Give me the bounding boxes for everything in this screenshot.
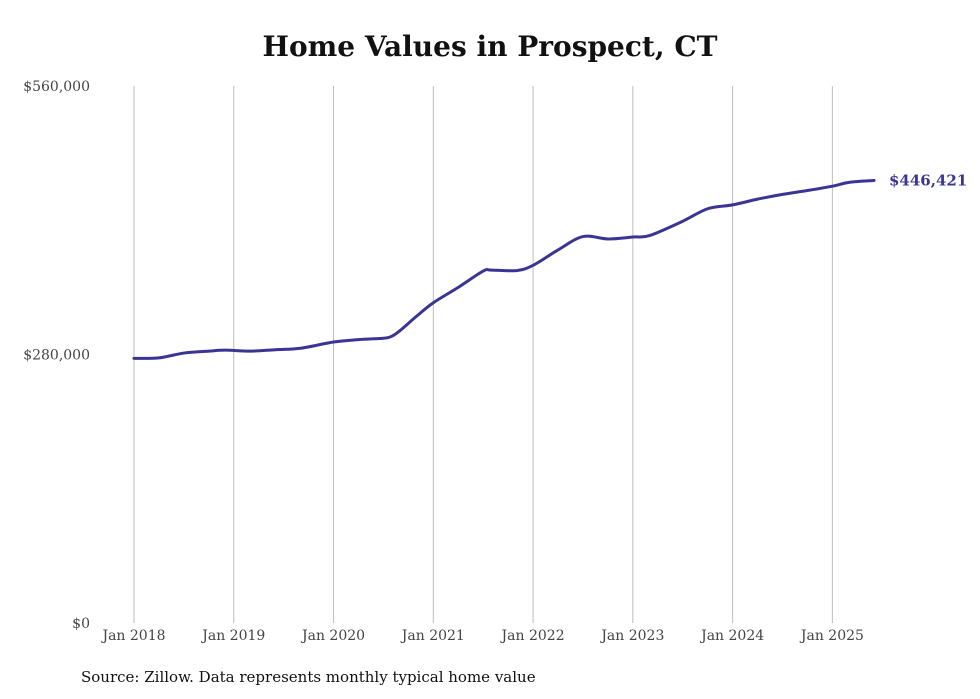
x-tick-label: Jan 2025 — [799, 628, 864, 644]
y-tick-label: $560,000 — [23, 79, 90, 95]
y-tick-label: $280,000 — [23, 348, 90, 364]
y-tick-label: $0 — [72, 616, 90, 632]
x-tick-label: Jan 2022 — [500, 628, 565, 644]
series-line — [132, 178, 876, 360]
x-tick-label: Jan 2023 — [599, 628, 664, 644]
x-tick-label: Jan 2020 — [300, 628, 365, 644]
source-note: Source: Zillow. Data represents monthly … — [81, 668, 536, 686]
x-tick-label: Jan 2019 — [200, 628, 265, 644]
end-value-label: $446,421 — [889, 171, 967, 189]
x-tick-label: Jan 2024 — [699, 628, 764, 644]
x-tick-label: Jan 2018 — [100, 628, 165, 644]
x-tick-label: Jan 2021 — [400, 628, 465, 644]
chart-title: Home Values in Prospect, CT — [262, 30, 718, 63]
